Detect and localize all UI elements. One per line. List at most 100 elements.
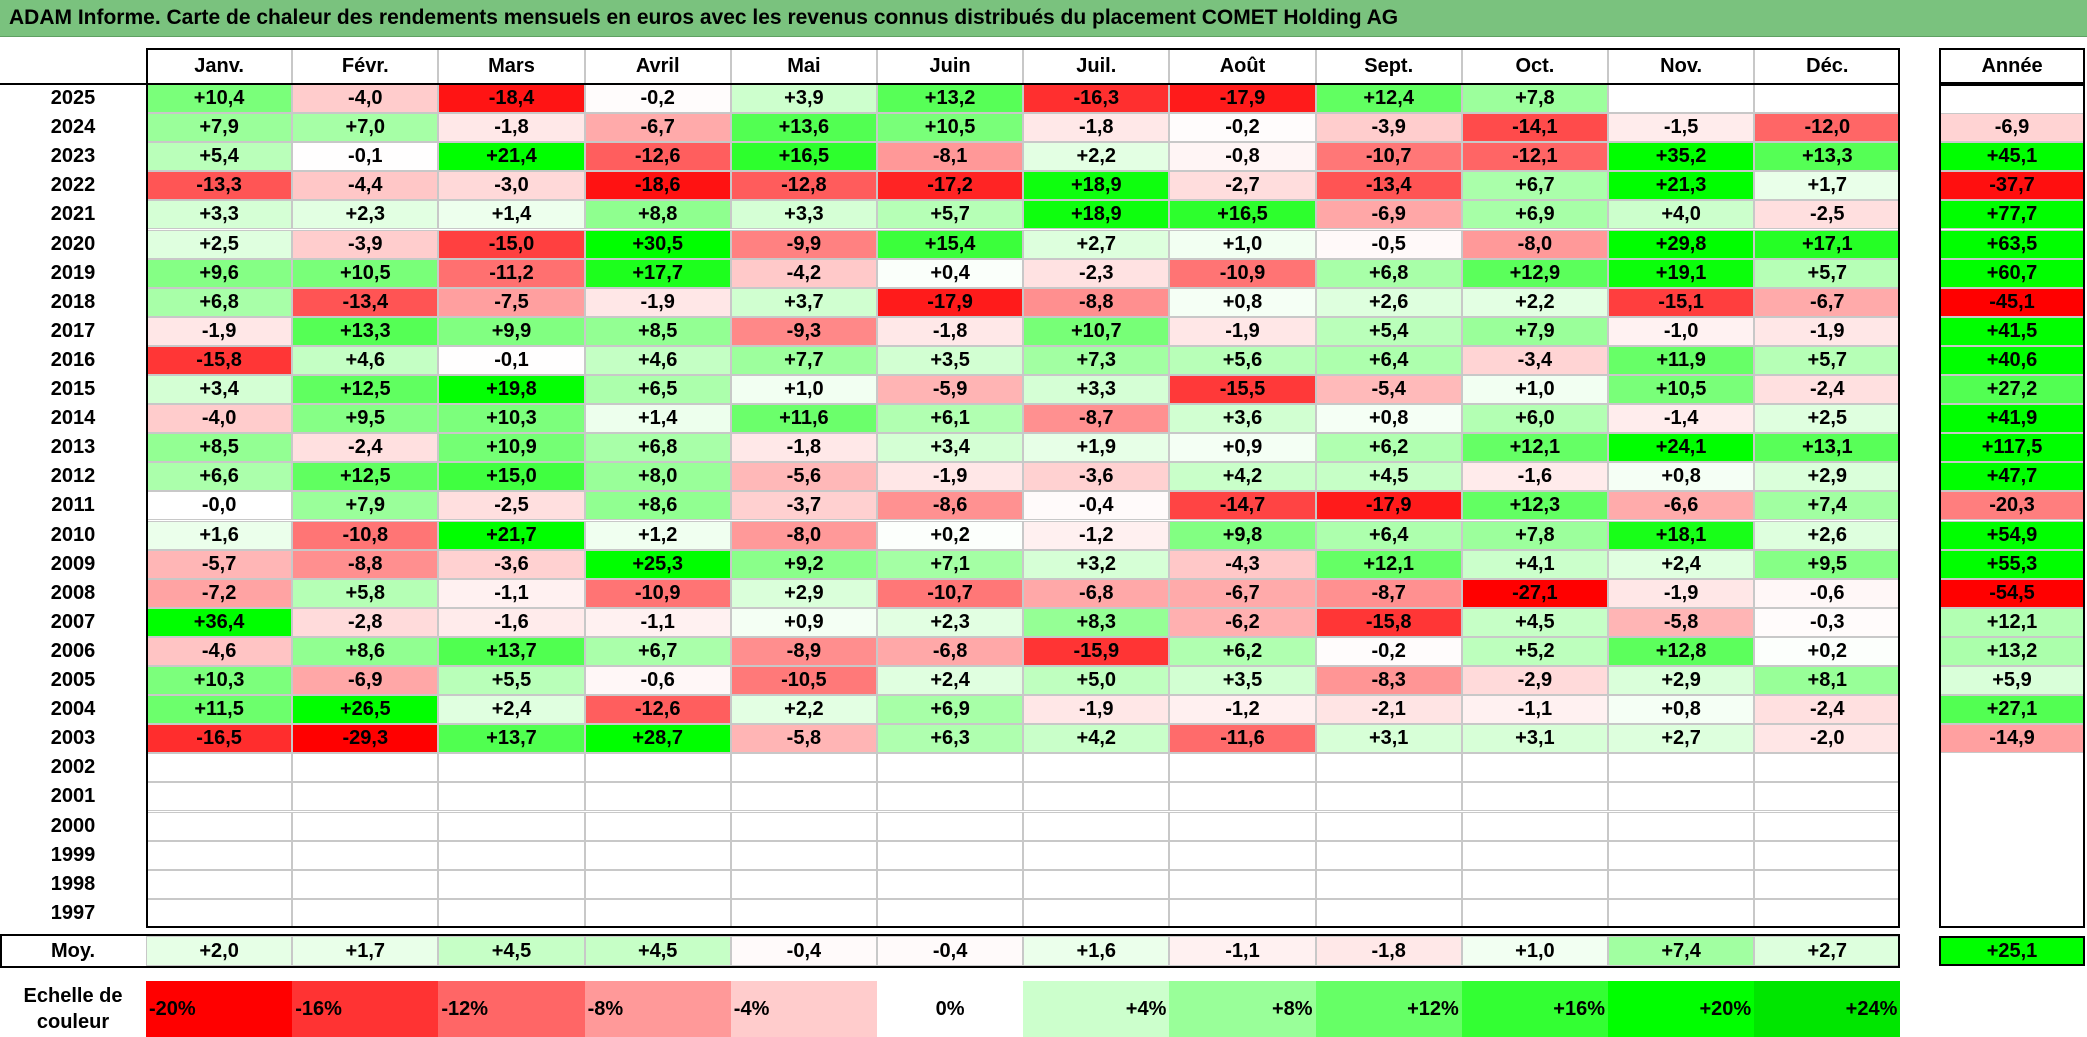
heatmap-cell: -4,2 — [730, 258, 877, 288]
month-header: Mai — [730, 48, 877, 84]
heatmap-cell — [1023, 840, 1170, 870]
heatmap-cell: +29,8 — [1608, 229, 1755, 259]
heatmap-cell — [438, 840, 585, 870]
average-cell: -1,8 — [1315, 936, 1462, 966]
year-label: 2017 — [50, 319, 96, 342]
heatmap-cell: -16,3 — [1023, 84, 1170, 114]
heatmap-cell: -6,6 — [1608, 491, 1755, 521]
heatmap-cell — [1754, 84, 1901, 114]
heatmap-cell: +8,6 — [292, 636, 439, 666]
heatmap-cell: +3,9 — [730, 84, 877, 114]
heatmap-cell — [146, 811, 293, 841]
heatmap-cell: +0,2 — [877, 520, 1024, 550]
heatmap-cell: -10,9 — [584, 578, 731, 608]
heatmap-cell: +4,6 — [292, 345, 439, 375]
heatmap-cell: -0,2 — [584, 84, 731, 114]
heatmap-cell: -0,4 — [1023, 491, 1170, 521]
heatmap-cell: -1,9 — [584, 287, 731, 317]
heatmap-cell: +10,7 — [1023, 316, 1170, 346]
annual-cell: +117,5 — [1939, 433, 2085, 463]
heatmap-cell: +7,7 — [730, 345, 877, 375]
heatmap-cell: +13,6 — [730, 113, 877, 143]
heatmap-cell — [730, 840, 877, 870]
heatmap-cell: -15,9 — [1023, 636, 1170, 666]
color-scale-swatch: +12% — [1315, 981, 1462, 1037]
average-cell: +2,7 — [1754, 936, 1901, 966]
heatmap-cell: +12,8 — [1608, 636, 1755, 666]
heatmap-cell: -0,3 — [1754, 607, 1901, 637]
average-label: Moy. — [50, 939, 96, 962]
average-cell: +4,5 — [438, 936, 585, 966]
heatmap-cell — [1461, 840, 1608, 870]
heatmap-cell — [1754, 898, 1901, 928]
year-label: 2021 — [50, 203, 96, 226]
heatmap-cell: -6,2 — [1169, 607, 1316, 637]
heatmap-cell: -14,1 — [1461, 113, 1608, 143]
year-label: 2008 — [50, 581, 96, 604]
heatmap-cell: +10,3 — [438, 404, 585, 434]
heatmap-cell: +13,7 — [438, 636, 585, 666]
heatmap-cell: +3,5 — [1169, 666, 1316, 696]
year-label: 1997 — [50, 901, 96, 924]
heatmap-cell — [730, 869, 877, 899]
heatmap-cell — [1315, 782, 1462, 812]
heatmap-cell: +3,1 — [1461, 724, 1608, 754]
heatmap-cell — [1461, 869, 1608, 899]
heatmap-cell: +5,8 — [292, 578, 439, 608]
heatmap-cell: -8,0 — [1461, 229, 1608, 259]
heatmap-cell: +4,5 — [1461, 607, 1608, 637]
heatmap-cell: +30,5 — [584, 229, 731, 259]
heatmap-cell: -10,7 — [1315, 142, 1462, 172]
heatmap-cell — [1608, 840, 1755, 870]
heatmap-cell: +13,3 — [1754, 142, 1901, 172]
heatmap-cell: -6,7 — [584, 113, 731, 143]
heatmap-cell — [877, 753, 1024, 783]
heatmap-cell: -10,5 — [730, 666, 877, 696]
heatmap-cell: -12,6 — [584, 695, 731, 725]
heatmap-cell — [292, 898, 439, 928]
heatmap-cell: -1,8 — [877, 316, 1024, 346]
heatmap-cell: +6,4 — [1315, 520, 1462, 550]
heatmap-cell: +0,8 — [1608, 695, 1755, 725]
heatmap-cell — [146, 782, 293, 812]
heatmap-cell: +6,9 — [1461, 200, 1608, 230]
month-header: Sept. — [1315, 48, 1462, 84]
heatmap-cell: +8,3 — [1023, 607, 1170, 637]
heatmap-cell: -0,8 — [1169, 142, 1316, 172]
heatmap-cell: +3,2 — [1023, 549, 1170, 579]
heatmap-cell — [1608, 811, 1755, 841]
year-label: 1998 — [50, 872, 96, 895]
heatmap-cell: -2,4 — [1754, 375, 1901, 405]
color-scale-swatch: -4% — [730, 981, 877, 1037]
heatmap-cell — [146, 753, 293, 783]
heatmap-cell: -1,5 — [1608, 113, 1755, 143]
heatmap-cell: -10,9 — [1169, 258, 1316, 288]
heatmap-cell: +2,4 — [1608, 549, 1755, 579]
heatmap-cell: +3,7 — [730, 287, 877, 317]
average-cell: +7,4 — [1608, 936, 1755, 966]
heatmap-cell: +7,4 — [1754, 491, 1901, 521]
heatmap-cell — [584, 840, 731, 870]
heatmap-cell: +2,2 — [730, 695, 877, 725]
chart-title: ADAM Informe. Carte de chaleur des rende… — [9, 6, 1399, 29]
heatmap-cell: -17,9 — [877, 287, 1024, 317]
year-label: 2000 — [50, 814, 96, 837]
heatmap-cell: +5,7 — [1754, 258, 1901, 288]
heatmap-cell: +6,6 — [146, 462, 293, 492]
month-header: Mars — [438, 48, 585, 84]
heatmap-cell — [584, 811, 731, 841]
heatmap-cell: +6,5 — [584, 375, 731, 405]
annual-cell: -45,1 — [1939, 287, 2085, 317]
heatmap-cell — [292, 811, 439, 841]
heatmap-cell: +0,8 — [1315, 404, 1462, 434]
heatmap-cell: +16,5 — [730, 142, 877, 172]
heatmap-cell: -6,8 — [1023, 578, 1170, 608]
heatmap-cell: +11,6 — [730, 404, 877, 434]
annual-cell — [1939, 782, 2085, 812]
heatmap-cell — [1461, 753, 1608, 783]
heatmap-cell: -16,5 — [146, 724, 293, 754]
heatmap-cell: +26,5 — [292, 695, 439, 725]
heatmap-cell: -27,1 — [1461, 578, 1608, 608]
heatmap-cell: -8,8 — [292, 549, 439, 579]
heatmap-cell: -8,3 — [1315, 666, 1462, 696]
